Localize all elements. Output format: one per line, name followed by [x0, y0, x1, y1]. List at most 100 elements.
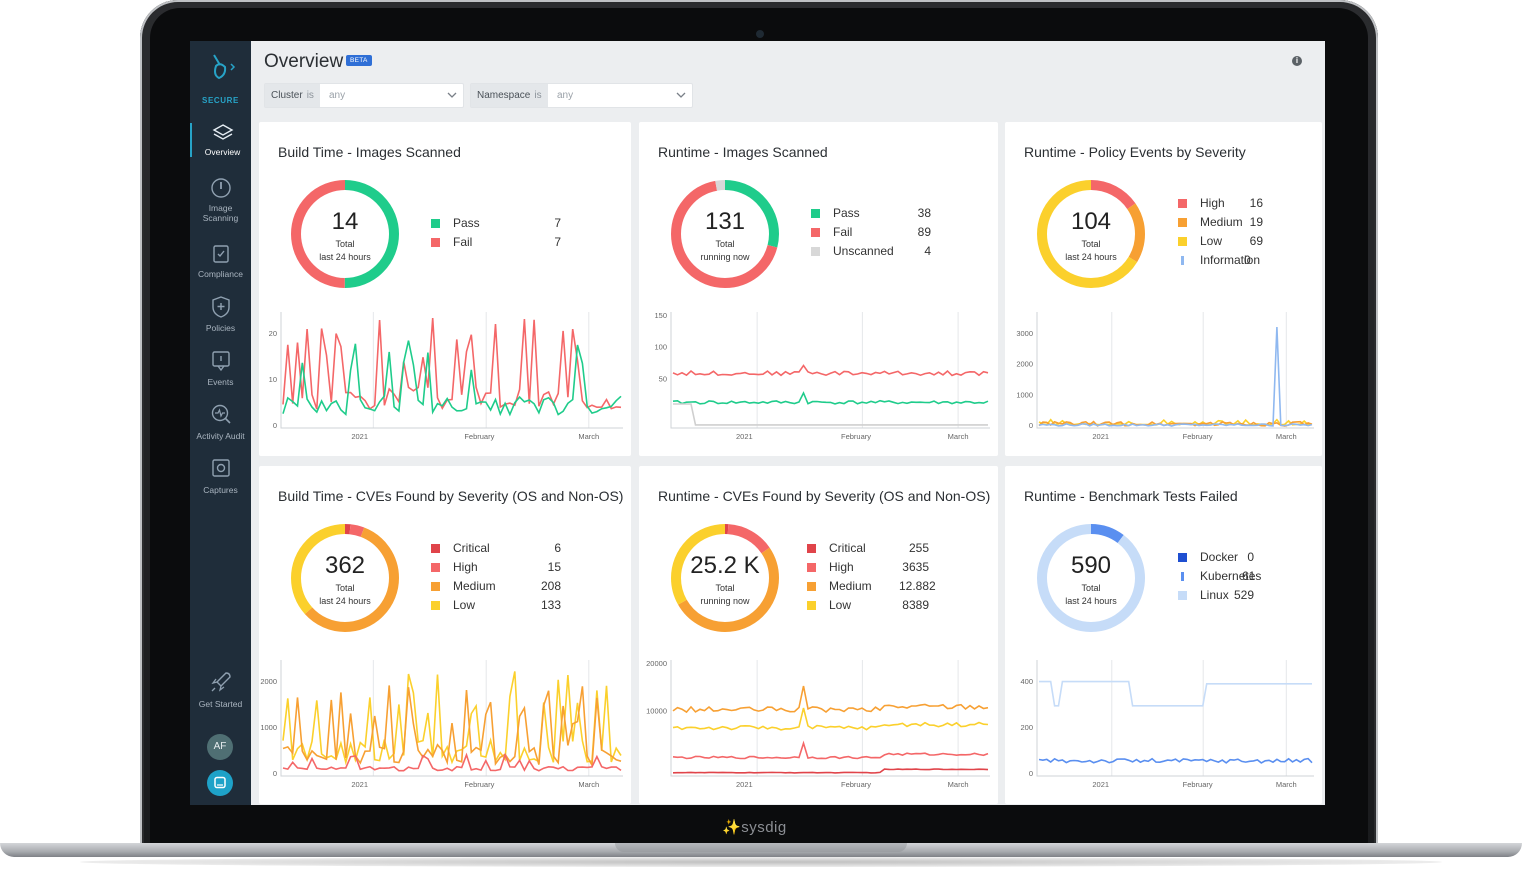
legend-value: 69	[1249, 234, 1263, 248]
y-tick-label: 50	[659, 374, 667, 383]
legend-value: 19	[1249, 215, 1263, 229]
time-series-chart: 400 200 0 2021 February March	[1020, 660, 1314, 789]
legend-swatch	[431, 601, 440, 610]
donut-segment[interactable]	[1037, 180, 1145, 288]
cluster-filter-key: Cluster is	[265, 84, 320, 107]
series-line	[672, 768, 989, 774]
y-tick-label: 3000	[1016, 329, 1033, 338]
series-line	[282, 752, 622, 772]
legend-swatch	[1178, 199, 1187, 208]
avatar[interactable]: AF	[207, 734, 233, 760]
donut-chart	[1037, 180, 1145, 288]
legend-label: Pass	[453, 216, 480, 230]
legend-swatch	[431, 544, 440, 553]
donut-total-label: Total	[1081, 583, 1101, 593]
layers-icon	[212, 124, 233, 140]
series-line	[282, 340, 622, 417]
info-icon[interactable]: i	[1292, 56, 1302, 66]
sidebar-item-activity-audit[interactable]: Activity Audit	[190, 403, 251, 441]
series-line	[672, 685, 989, 714]
legend-swatch	[811, 247, 820, 256]
brand[interactable]: SECURE	[190, 51, 251, 105]
donut-total-label: Total	[715, 583, 735, 593]
legend-swatch	[1178, 237, 1187, 246]
legend-label: Medium	[829, 579, 872, 593]
series-line	[282, 685, 622, 768]
x-tick-label: February	[841, 432, 871, 441]
donut-segment[interactable]	[1037, 524, 1145, 632]
legend-value: 0	[1244, 253, 1251, 267]
sidebar-item-label: Scanning	[202, 213, 239, 223]
y-tick-label: 10000	[646, 707, 667, 716]
x-tick-label: March	[1276, 432, 1297, 441]
filter-key-label: Cluster	[271, 90, 303, 101]
x-tick-label: 2021	[1092, 780, 1109, 789]
x-tick-label: February	[464, 780, 494, 789]
shield-icon	[211, 296, 230, 318]
x-tick-label: February	[464, 432, 494, 441]
compliance-icon	[212, 245, 229, 263]
x-tick-label: March	[948, 780, 969, 789]
panel-title: Runtime - CVEs Found by Severity (OS and…	[658, 488, 991, 504]
donut-segment[interactable]	[671, 524, 779, 632]
y-tick-label: 20000	[646, 659, 667, 668]
x-tick-label: 2021	[351, 780, 368, 789]
chart-axis	[280, 660, 623, 777]
panel-title: Build Time - Images Scanned	[278, 144, 461, 160]
y-tick-label: 2000	[1016, 360, 1033, 369]
sidebar-item-label: Overview	[204, 147, 241, 157]
series-line	[672, 391, 989, 405]
donut-total-label: Total	[715, 239, 735, 249]
panel-title: Runtime - Benchmark Tests Failed	[1024, 488, 1238, 504]
donut-segment[interactable]	[671, 524, 779, 632]
widget-panel: Runtime - Policy Events by Severity 104 To…	[1005, 122, 1322, 456]
sidebar-item-events[interactable]: Events	[190, 349, 251, 387]
legend-swatch	[1178, 591, 1187, 600]
time-series-chart: 20000 10000 2021 February March	[646, 659, 990, 789]
y-tick-label: 2000	[260, 677, 277, 686]
cluster-filter[interactable]: Cluster is any	[264, 83, 464, 108]
chart-axis	[280, 312, 623, 429]
sidebar-item-overview[interactable]: Overview	[190, 123, 253, 157]
legend-value: 61	[1242, 569, 1256, 583]
sidebar-item-policies[interactable]: Policies	[190, 295, 251, 333]
donut-total-value: 104	[1070, 208, 1112, 235]
donut-period-label: running now	[700, 596, 750, 606]
legend-label: High	[1200, 196, 1225, 210]
captures-icon	[211, 459, 230, 477]
chevron-down-icon	[447, 92, 457, 98]
sidebar-item-captures[interactable]: Captures	[190, 457, 251, 495]
sysdig-logo-text: sysdig	[741, 819, 787, 836]
get-started-button[interactable]: Get Started	[190, 669, 251, 709]
sidebar-item-compliance[interactable]: Compliance	[190, 243, 251, 279]
x-tick-label: February	[841, 780, 871, 789]
legend-label: Kubernetes	[1200, 569, 1262, 583]
legend-value: 8389	[902, 598, 929, 612]
y-tick-label: 1000	[260, 723, 277, 732]
chevron-down-icon	[676, 92, 686, 98]
y-tick-label: 0	[273, 421, 277, 430]
y-tick-label: 400	[1020, 677, 1033, 686]
x-tick-label: March	[948, 432, 969, 441]
donut-segment[interactable]	[1037, 180, 1145, 288]
donut-segment[interactable]	[671, 180, 779, 288]
legend-swatch	[431, 238, 440, 247]
donut-period-label: last 24 hours	[319, 252, 371, 262]
panel-title: Runtime - Images Scanned	[658, 144, 828, 160]
sidebar-item-label: Image	[208, 203, 233, 213]
donut-total-label: Total	[335, 583, 355, 593]
chat-button[interactable]	[207, 770, 233, 796]
donut-segment[interactable]	[291, 524, 399, 632]
namespace-filter[interactable]: Namespace is any	[470, 83, 693, 108]
x-tick-label: March	[578, 432, 599, 441]
legend-value: 6	[554, 541, 561, 555]
donut-segment[interactable]	[291, 524, 399, 632]
legend-swatch	[1178, 218, 1187, 227]
legend-value: 38	[917, 206, 931, 220]
legend-value: 529	[1233, 588, 1254, 602]
sidebar-item-image-scanning[interactable]: Image Scanning	[190, 177, 251, 223]
time-series-chart: 150 100 50 2021 February March	[654, 311, 990, 441]
donut-segment[interactable]	[291, 180, 399, 288]
donut-segment[interactable]	[671, 180, 779, 288]
legend-label: Critical	[453, 541, 490, 555]
